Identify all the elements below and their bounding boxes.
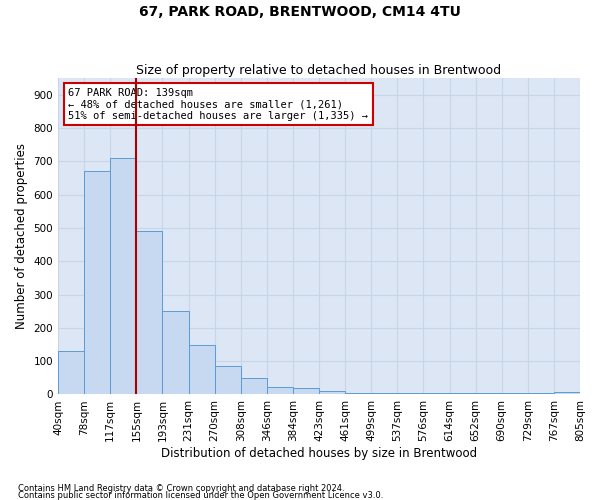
Bar — [110, 158, 136, 394]
Bar — [476, 393, 502, 394]
Bar — [163, 311, 188, 394]
Bar — [502, 393, 528, 394]
Bar — [58, 351, 84, 395]
Bar — [293, 388, 319, 394]
Bar — [424, 393, 449, 394]
Bar — [136, 232, 163, 394]
Bar — [397, 393, 424, 394]
Bar — [528, 393, 554, 394]
Bar — [84, 172, 110, 394]
Bar — [371, 393, 397, 394]
Text: 67 PARK ROAD: 139sqm
← 48% of detached houses are smaller (1,261)
51% of semi-de: 67 PARK ROAD: 139sqm ← 48% of detached h… — [68, 88, 368, 121]
Bar — [188, 344, 215, 395]
Bar — [241, 378, 267, 394]
Y-axis label: Number of detached properties: Number of detached properties — [15, 144, 28, 330]
X-axis label: Distribution of detached houses by size in Brentwood: Distribution of detached houses by size … — [161, 447, 477, 460]
Bar — [554, 392, 580, 394]
Bar — [319, 391, 345, 394]
Bar — [215, 366, 241, 394]
Bar — [449, 393, 476, 394]
Text: 67, PARK ROAD, BRENTWOOD, CM14 4TU: 67, PARK ROAD, BRENTWOOD, CM14 4TU — [139, 5, 461, 19]
Text: Contains public sector information licensed under the Open Government Licence v3: Contains public sector information licen… — [18, 490, 383, 500]
Bar — [345, 393, 371, 394]
Text: Contains HM Land Registry data © Crown copyright and database right 2024.: Contains HM Land Registry data © Crown c… — [18, 484, 344, 493]
Bar — [267, 387, 293, 394]
Title: Size of property relative to detached houses in Brentwood: Size of property relative to detached ho… — [136, 64, 502, 77]
